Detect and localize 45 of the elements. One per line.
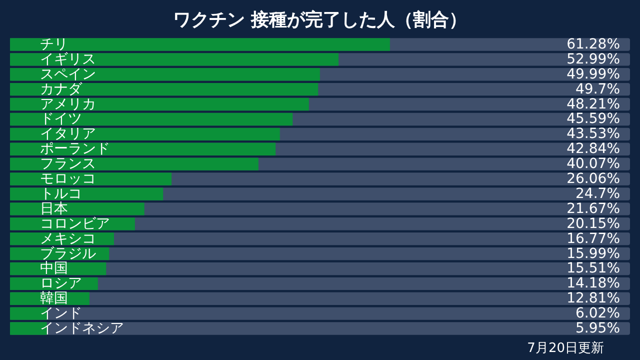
data-label: 24.7% — [576, 186, 620, 202]
data-label: 6.02% — [576, 306, 620, 322]
y-tick-label: スペイン — [40, 66, 96, 82]
y-tick-label: 韓国 — [40, 290, 68, 307]
data-label: 16.77% — [566, 230, 620, 247]
text: 7月20日更新 — [527, 341, 604, 356]
data-label: 61.28% — [566, 36, 620, 52]
data-label: 21.67% — [566, 200, 620, 217]
data-label: 49.99% — [566, 66, 620, 82]
data-label: 12.81% — [566, 290, 620, 307]
data-label: 40.07% — [566, 156, 620, 172]
y-tick-label: カナダ — [40, 81, 83, 98]
y-tick-label: フランス — [40, 156, 96, 172]
y-tick-label: メキシコ — [40, 230, 96, 247]
data-label: 20.15% — [566, 216, 620, 232]
bar — [10, 202, 144, 216]
data-label: 48.21% — [566, 96, 620, 112]
data-label: 43.53% — [566, 126, 620, 142]
data-label: 52.99% — [566, 51, 620, 68]
y-tick-label: ドイツ — [40, 111, 82, 128]
y-tick-label: チリ — [40, 36, 68, 52]
y-tick-label: イギリス — [40, 51, 96, 68]
y-tick-label: イタリア — [40, 126, 96, 142]
data-label: 15.51% — [566, 260, 620, 277]
y-tick-label: 日本 — [40, 200, 68, 217]
y-tick-label: トルコ — [40, 186, 82, 202]
data-label: 15.99% — [566, 246, 620, 262]
data-label: 26.06% — [566, 171, 620, 188]
y-tick-label: ポーランド — [40, 141, 110, 158]
bar — [10, 172, 172, 186]
bar — [10, 188, 164, 200]
y-tick-label: コロンビア — [40, 216, 110, 232]
y-tick-label: インドネシア — [40, 320, 124, 337]
data-label: 42.84% — [566, 141, 620, 158]
y-tick-label: アメリカ — [40, 96, 96, 112]
y-tick-label: ロシア — [40, 276, 82, 292]
data-label: 5.95% — [576, 320, 620, 337]
y-tick-label: モロッコ — [40, 171, 96, 188]
y-tick-label: ブラジル — [40, 246, 96, 262]
y-tick-label: 中国 — [40, 260, 68, 277]
data-label: 49.7% — [576, 81, 620, 98]
chart-title: ワクチン 接種が完了した人（割合） — [172, 10, 468, 30]
y-tick-label: インド — [40, 306, 82, 322]
data-label: 45.59% — [566, 111, 620, 128]
data-label: 14.18% — [566, 276, 620, 292]
